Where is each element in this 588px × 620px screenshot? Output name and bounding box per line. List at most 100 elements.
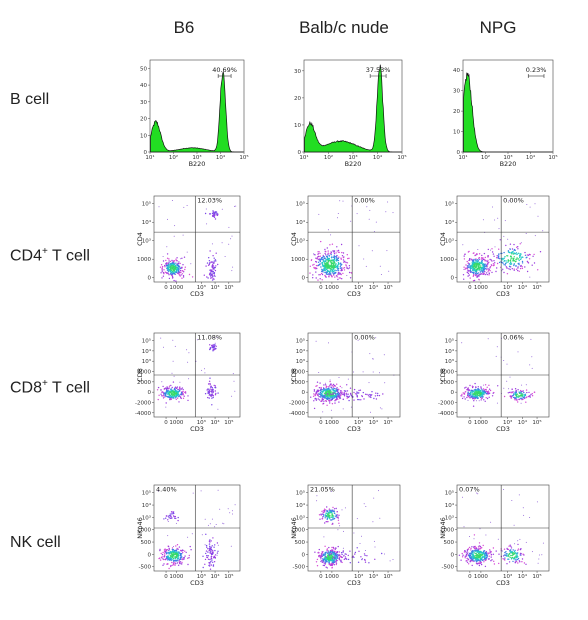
event-dot — [205, 550, 208, 552]
event-dot — [162, 393, 165, 395]
event-dot — [188, 273, 191, 276]
event-dot — [525, 257, 527, 259]
event-dot — [511, 388, 513, 390]
event-dot — [207, 551, 209, 553]
event-dot — [469, 271, 472, 273]
event-dot — [492, 392, 494, 394]
event-dot — [180, 397, 182, 400]
event-dot — [517, 266, 519, 268]
event-dot — [484, 559, 487, 561]
event-dot — [309, 272, 311, 274]
event-dot — [343, 395, 346, 397]
event-dot — [477, 264, 479, 266]
event-dot — [210, 548, 213, 551]
y-tick-label: 10⁵ — [445, 201, 454, 208]
event-dot — [345, 264, 347, 266]
event-dot — [209, 250, 211, 252]
event-dot — [335, 562, 338, 564]
event-dot — [476, 263, 479, 265]
event-dot — [470, 396, 472, 398]
event-dot — [176, 257, 178, 259]
event-dot — [323, 384, 325, 386]
event-dot — [473, 274, 475, 276]
event-dot — [177, 548, 179, 550]
event-dot — [346, 262, 349, 264]
x-tick-label: 0 — [319, 574, 323, 580]
event-dot — [488, 272, 490, 274]
event-dot — [526, 270, 529, 273]
event-dot — [335, 561, 337, 563]
event-dot — [180, 550, 182, 552]
event-dot — [214, 526, 216, 528]
event-dot — [476, 266, 478, 268]
event-dot — [176, 552, 178, 555]
event-dot — [503, 548, 506, 550]
event-dot — [231, 235, 233, 237]
event-dot — [521, 397, 523, 399]
event-dot — [211, 397, 213, 399]
event-dot — [331, 276, 333, 278]
event-dot — [461, 556, 464, 558]
event-dot — [512, 396, 515, 399]
event-dot — [195, 360, 197, 362]
event-dot — [166, 390, 169, 392]
event-dot — [325, 558, 327, 560]
event-dot — [184, 268, 186, 271]
event-dot — [216, 213, 218, 215]
event-dot — [329, 253, 331, 255]
event-dot — [175, 545, 177, 547]
event-dot — [329, 272, 331, 274]
x-tick-label: 10⁴ — [210, 419, 220, 426]
event-dot — [371, 250, 373, 252]
event-dot — [509, 544, 511, 546]
event-dot — [322, 260, 325, 262]
event-dot — [497, 538, 499, 540]
event-dot — [171, 265, 174, 267]
event-dot — [343, 554, 345, 556]
event-dot — [328, 385, 330, 388]
event-dot — [327, 515, 329, 517]
event-dot — [504, 264, 507, 266]
event-dot — [178, 554, 180, 556]
event-dot — [209, 382, 211, 385]
event-dot — [323, 269, 325, 271]
event-dot — [484, 258, 486, 261]
event-dot — [177, 516, 179, 519]
event-dot — [169, 557, 172, 559]
event-dot — [333, 392, 335, 394]
x-tick-label: 10⁴ — [369, 284, 379, 291]
event-dot — [339, 263, 342, 265]
event-dot — [357, 398, 359, 401]
event-dot — [363, 503, 365, 505]
event-dot — [338, 401, 340, 403]
event-dot — [206, 554, 208, 557]
event-dot — [327, 264, 329, 266]
event-dot — [482, 219, 484, 221]
event-dot — [331, 557, 334, 560]
event-dot — [190, 549, 192, 551]
event-dot — [316, 495, 318, 497]
event-dot — [509, 549, 512, 551]
event-dot — [339, 555, 342, 557]
gate-percent: 11.08% — [197, 334, 222, 342]
event-dot — [204, 372, 206, 374]
event-dot — [174, 267, 176, 269]
event-dot — [332, 561, 334, 564]
event-dot — [179, 558, 181, 561]
event-dot — [515, 252, 518, 254]
x-tick-label: 10³ — [192, 154, 201, 161]
event-dot — [170, 394, 172, 396]
event-dot — [471, 259, 473, 261]
event-dot — [231, 270, 233, 272]
event-dot — [207, 396, 209, 399]
event-dot — [324, 271, 326, 274]
event-dot — [472, 267, 474, 270]
event-dot — [479, 271, 482, 273]
event-dot — [489, 549, 491, 551]
event-dot — [175, 259, 178, 262]
event-dot — [163, 549, 166, 551]
event-dot — [505, 260, 507, 262]
event-dot — [341, 561, 343, 564]
event-dot — [503, 271, 505, 274]
